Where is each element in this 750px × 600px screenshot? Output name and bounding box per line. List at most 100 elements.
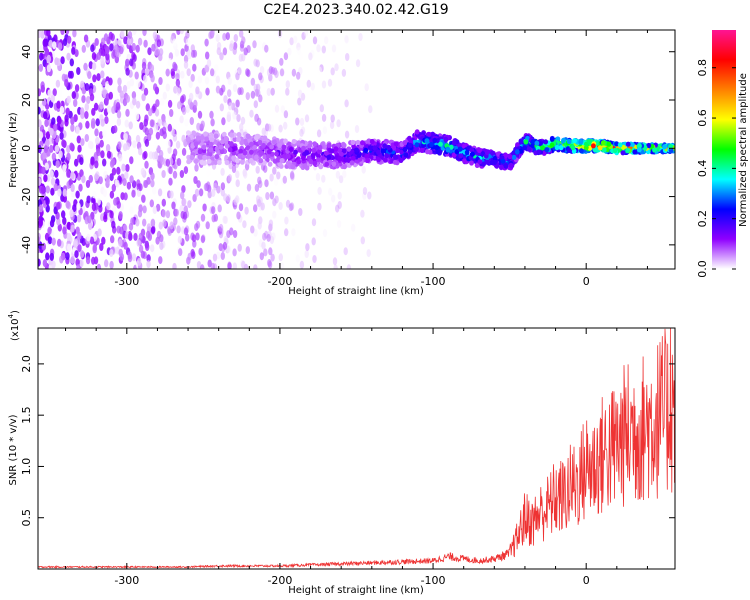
- signal-cell: [197, 148, 203, 155]
- noise-cell: [245, 92, 250, 101]
- noise-cell: [221, 84, 226, 93]
- noise-cell: [59, 105, 65, 114]
- noise-cell: [191, 49, 196, 58]
- noise-cell: [105, 52, 110, 61]
- noise-cell: [88, 140, 93, 149]
- noise-cell: [187, 200, 192, 209]
- noise-cell: [240, 116, 246, 125]
- noise-cell: [153, 124, 159, 132]
- signal-cell: [341, 148, 347, 154]
- signal-cell: [477, 147, 482, 153]
- noise-cell: [351, 223, 356, 232]
- noise-cell: [315, 173, 321, 181]
- signal-cell: [193, 141, 199, 147]
- noise-cell: [360, 236, 365, 245]
- noise-cell: [282, 175, 287, 184]
- noise-cell: [223, 95, 228, 104]
- noise-cell: [226, 111, 232, 120]
- noise-cell: [185, 38, 191, 47]
- noise-cell: [147, 47, 152, 56]
- noise-cell: [105, 81, 110, 89]
- noise-cell: [150, 218, 156, 227]
- signal-cell: [234, 158, 240, 164]
- noise-cell: [155, 131, 161, 140]
- noise-cell: [183, 54, 189, 63]
- noise-cell: [85, 120, 90, 129]
- noise-cell: [38, 145, 42, 153]
- noise-cell: [192, 194, 197, 202]
- noise-cell: [125, 58, 130, 67]
- noise-cell: [124, 119, 129, 128]
- x-tick-label: 0: [583, 275, 590, 288]
- signal-cell: [195, 135, 201, 141]
- signal-cell: [507, 153, 513, 160]
- noise-cell: [198, 188, 204, 197]
- noise-cell: [242, 220, 247, 229]
- signal-cell: [253, 135, 259, 141]
- snr-y-ticks: 0.5 1.0 1.5 2.0: [20, 355, 675, 526]
- noise-cell: [236, 211, 241, 220]
- noise-cell: [194, 223, 199, 232]
- noise-cell: [280, 105, 285, 114]
- noise-cell: [169, 190, 174, 199]
- signal-cell: [326, 142, 332, 148]
- noise-cell: [329, 121, 335, 130]
- noise-cell: [195, 86, 200, 95]
- noise-cell: [165, 83, 170, 92]
- noise-cell: [128, 222, 134, 231]
- noise-cell: [255, 165, 260, 174]
- noise-cell: [97, 228, 102, 237]
- noise-cell: [72, 204, 77, 213]
- noise-cell: [149, 199, 154, 208]
- noise-cell: [38, 131, 44, 140]
- noise-cell: [79, 250, 85, 259]
- noise-cell: [169, 109, 174, 117]
- noise-cell: [52, 88, 57, 97]
- noise-cell: [125, 108, 130, 117]
- signal-cell: [232, 136, 238, 142]
- signal-cell: [315, 157, 321, 163]
- noise-cell: [136, 79, 141, 88]
- noise-cell: [290, 171, 295, 180]
- noise-cell: [235, 179, 240, 188]
- y-tick-label: -20: [20, 188, 33, 206]
- noise-cell: [49, 252, 54, 261]
- noise-cell: [185, 105, 190, 114]
- signal-cell: [317, 149, 322, 155]
- noise-cell: [76, 202, 81, 211]
- noise-cell: [193, 99, 198, 108]
- noise-cell: [227, 89, 232, 98]
- signal-cell: [620, 150, 626, 156]
- noise-cell: [89, 93, 95, 102]
- signal-cell: [227, 147, 233, 153]
- noise-cell: [60, 30, 65, 35]
- noise-cell: [84, 103, 90, 111]
- noise-cell: [158, 221, 163, 230]
- signal-cell: [503, 163, 509, 169]
- noise-cell: [278, 124, 283, 133]
- noise-cell: [105, 144, 111, 152]
- signal-cell: [301, 145, 306, 151]
- noise-cell: [258, 94, 263, 103]
- noise-cell: [304, 250, 309, 258]
- signal-cell: [470, 151, 475, 157]
- noise-cell: [205, 87, 210, 96]
- signal-cell: [249, 149, 254, 155]
- noise-cell: [56, 201, 61, 210]
- signal-cell: [544, 147, 550, 153]
- noise-cell: [105, 176, 111, 185]
- signal-cell: [341, 142, 347, 148]
- noise-cell: [296, 47, 301, 55]
- noise-cell: [46, 30, 51, 37]
- noise-cell: [210, 262, 215, 269]
- noise-cell: [143, 180, 149, 188]
- noise-cell: [88, 61, 94, 70]
- noise-cell: [62, 217, 67, 225]
- noise-cell: [233, 34, 238, 42]
- noise-cell: [285, 87, 290, 96]
- noise-cell: [140, 167, 146, 176]
- noise-cell: [134, 112, 140, 121]
- noise-cell: [274, 104, 280, 113]
- noise-cell: [252, 40, 257, 49]
- noise-cell: [174, 48, 180, 57]
